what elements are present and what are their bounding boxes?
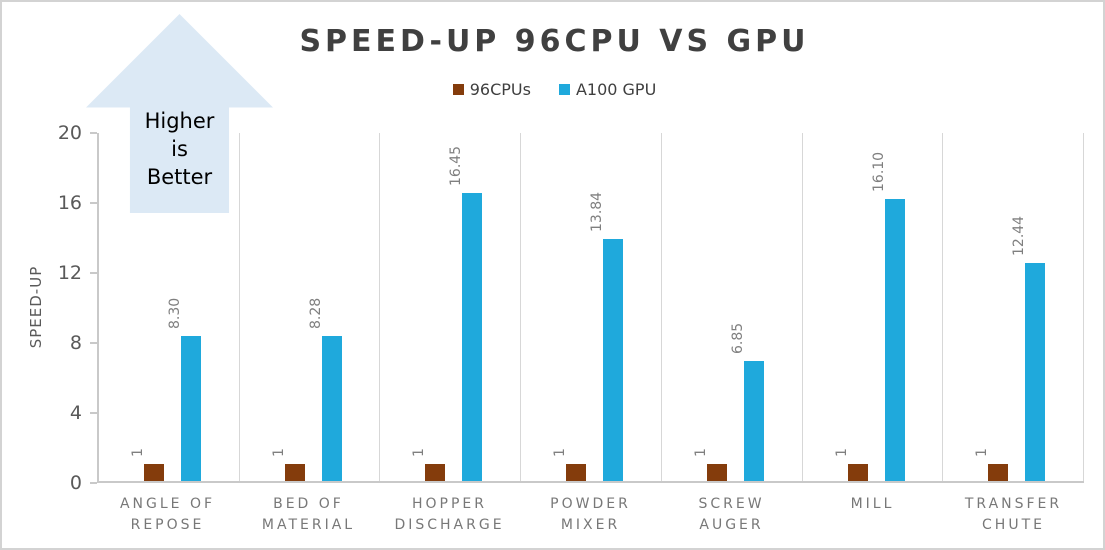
bar-a100-gpu [321,336,342,481]
category-group: 1 13.84 [521,133,662,481]
bar-a100-gpu [743,361,764,481]
category-label: POWDER MIXER [520,494,661,536]
category-label-line: HOPPER [411,496,487,512]
plot-area: 1 8.30 1 8.28 1 16.45 1 13.84 1 6.85 1 16.10 1 12.44 [97,133,1085,483]
annotation-line-1: Higher [144,109,215,133]
category-label-line: REPOSE [130,517,205,533]
bar-a100-gpu [884,199,905,481]
category-group: 1 6.85 [662,133,803,481]
category-group: 1 8.30 [99,133,240,481]
bar-a100-gpu [462,193,483,481]
annotation-line-2: is [171,137,188,161]
category-label-line: MATERIAL [261,517,356,533]
y-tick-label: 20 [57,122,82,144]
bar-value-label: 1 [974,447,991,457]
y-tick-label: 4 [69,402,82,424]
legend-swatch-96cpus-icon [452,84,464,95]
category-label-line: BED OF [273,496,344,512]
y-tick-mark [90,482,97,484]
y-tick-label: 0 [69,472,82,494]
bar-value-label: 1 [552,447,569,457]
legend-swatch-a100-gpu-icon [558,84,570,95]
bar-value-label: 16.45 [448,146,465,187]
bar-value-label: 1 [833,447,850,457]
bar-value-label: 16.10 [870,152,887,193]
bar-96cpus [988,463,1009,481]
category-label: HOPPER DISCHARGE [379,494,520,536]
bar-value-label: 1 [692,447,709,457]
bar-96cpus [425,463,446,481]
category-label: MILL [802,494,943,536]
y-tick-mark [90,342,97,344]
category-label: SCREW AUGER [661,494,802,536]
bar-a100-gpu [603,238,624,481]
y-tick-label: 12 [57,262,82,284]
category-label-line: ANGLE OF [119,496,216,512]
category-label: BED OF MATERIAL [238,494,379,536]
y-axis-title: SPEED-UP [27,265,45,349]
y-tick-label: 16 [57,192,82,214]
bar-value-label: 6.85 [729,322,746,355]
y-tick-mark [90,202,97,204]
category-label-line: TRANSFER [964,496,1063,512]
bar-96cpus [847,463,868,481]
y-tick-mark [90,272,97,274]
bar-value-label: 8.30 [167,297,183,329]
bar-96cpus [566,463,587,481]
category-label-line: AUGER [699,517,764,533]
bar-96cpus [284,463,305,481]
category-label-line: DISCHARGE [394,517,505,533]
category-label: TRANSFER CHUTE [943,494,1084,536]
annotation-line-3: Better [146,165,213,189]
legend: 96CPUs A100 GPU [2,80,1103,99]
legend-label-96cpus: 96CPUs [469,80,531,99]
bar-96cpus [144,463,164,481]
bar-value-label: 1 [411,447,428,457]
bar-value-label: 13.84 [589,191,606,232]
category-group: 1 16.10 [803,133,944,481]
category-label-line: SCREW [698,496,765,512]
category-label-line: POWDER [550,496,631,512]
bar-value-label: 12.44 [1011,216,1028,257]
legend-item-a100-gpu: A100 GPU [558,80,657,99]
category-label-line: MIXER [560,517,621,533]
category-group: 1 16.45 [380,133,522,481]
legend-item-96cpus: 96CPUs [452,80,531,99]
category-group: 1 8.28 [240,133,381,481]
bar-a100-gpu [181,335,201,481]
category-label-line: CHUTE [982,517,1045,533]
y-tick-mark [90,412,97,414]
y-tick-mark [90,132,97,134]
bar-value-label: 8.28 [307,297,324,330]
higher-is-better-annotation: Higher is Better [86,107,273,191]
bar-96cpus [706,463,727,481]
bar-a100-gpu [1025,263,1046,481]
category-group: 1 12.44 [943,133,1085,481]
x-axis-labels: ANGLE OF REPOSE BED OF MATERIAL HOPPER DISCHA… [97,494,1084,536]
bar-value-label: 1 [130,447,146,457]
legend-label-a100-gpu: A100 GPU [575,80,657,99]
bar-value-label: 1 [270,447,287,457]
chart-title: SPEED-UP 96CPU VS GPU [299,24,810,59]
y-tick-label: 8 [69,332,82,354]
category-label-line: MILL [850,496,895,512]
category-label: ANGLE OF REPOSE [97,494,238,536]
